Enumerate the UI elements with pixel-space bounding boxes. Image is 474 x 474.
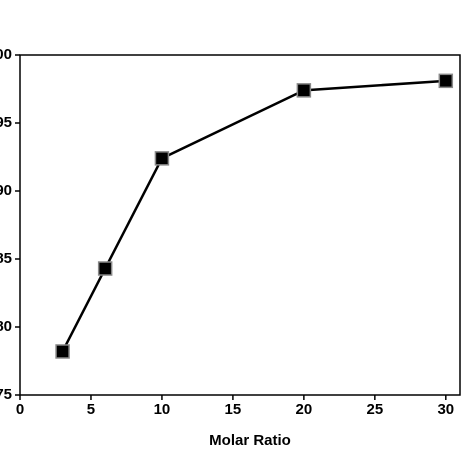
data-point (154, 151, 170, 166)
plot-frame (19, 54, 461, 396)
y-tick-label: 100 (0, 46, 12, 63)
data-point (97, 261, 113, 276)
y-tick-label: 85 (0, 250, 12, 267)
x-tick-label: 10 (154, 401, 171, 418)
data-point (296, 83, 312, 98)
x-tick-label: 20 (296, 401, 313, 418)
series-line (61, 79, 446, 353)
y-tick-label: 75 (0, 386, 12, 403)
y-tick-label: 95 (0, 114, 12, 131)
x-tick-label: 0 (16, 401, 24, 418)
data-point (438, 73, 454, 89)
x-axis-label: Molar Ratio (209, 432, 291, 449)
x-tick-label: 5 (87, 401, 95, 418)
y-tick-label: 80 (0, 318, 12, 335)
x-tick-label: 15 (225, 401, 242, 418)
x-tick-label: 30 (437, 401, 454, 418)
data-point (55, 344, 70, 359)
x-tick-label: 25 (366, 401, 383, 418)
y-tick-label: 90 (0, 182, 12, 199)
